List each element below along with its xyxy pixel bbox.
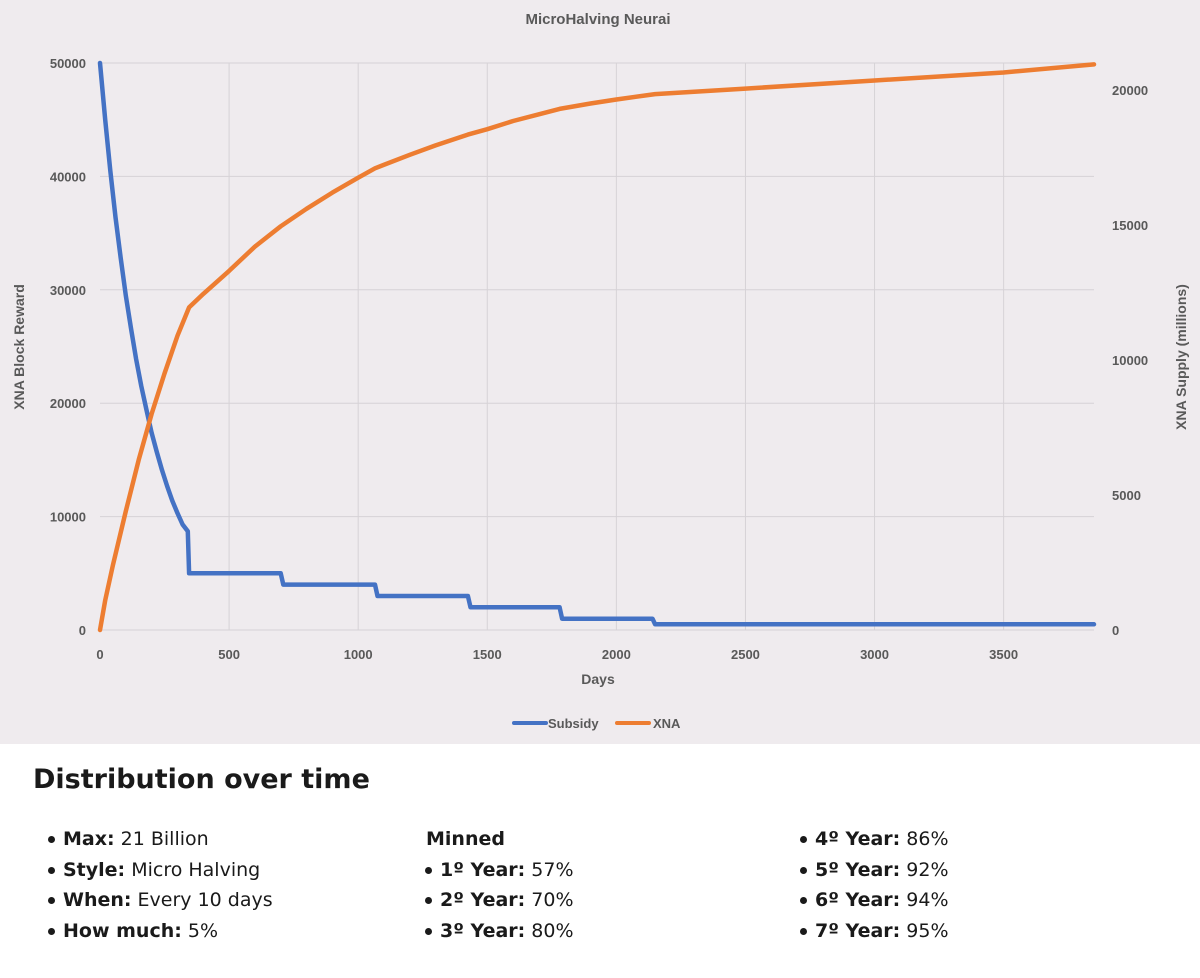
- distribution-column-1: Max: 21 Billion Style: Micro Halving Whe…: [33, 824, 273, 946]
- x-axis-ticks: 0 500 1000 1500 2000 2500 3000 3500: [96, 647, 1018, 662]
- y-right-tick-label: 5000: [1112, 488, 1141, 503]
- list-item: 7º Year: 95%: [785, 916, 949, 947]
- x-tick-label: 500: [218, 647, 240, 662]
- distribution-column-3: 4º Year: 86% 5º Year: 92% 6º Year: 94% 7…: [785, 824, 949, 946]
- list-item: How much: 5%: [33, 916, 273, 947]
- legend-label-xna: XNA: [653, 716, 681, 731]
- list-item: 1º Year: 57%: [410, 855, 574, 886]
- grid: [100, 62, 1094, 631]
- x-tick-label: 2000: [602, 647, 631, 662]
- x-tick-label: 1500: [473, 647, 502, 662]
- list-item: 3º Year: 80%: [410, 916, 574, 947]
- list-item: 4º Year: 86%: [785, 824, 949, 855]
- x-tick-label: 3500: [989, 647, 1018, 662]
- list-item: 6º Year: 94%: [785, 885, 949, 916]
- list-item: Style: Micro Halving: [33, 855, 273, 886]
- legend-label-subsidy: Subsidy: [548, 716, 599, 731]
- y-right-tick-label: 10000: [1112, 353, 1148, 368]
- list-item: Max: 21 Billion: [33, 824, 273, 855]
- y-left-tick-label: 40000: [50, 169, 86, 184]
- x-tick-label: 1000: [344, 647, 373, 662]
- y-right-tick-label: 15000: [1112, 218, 1148, 233]
- legend: Subsidy XNA: [512, 716, 681, 731]
- distribution-title: Distribution over time: [33, 764, 370, 795]
- series-line-xna: [97, 62, 1097, 633]
- chart-panel: MicroHalving Neurai 0 500 1000 1500 2000 2500…: [0, 0, 1200, 744]
- list-item: 5º Year: 92%: [785, 855, 949, 886]
- list-item: 2º Year: 70%: [410, 885, 574, 916]
- y-right-axis-ticks: 0 5000 10000 15000 20000: [1112, 83, 1148, 638]
- y-left-tick-label: 10000: [50, 510, 86, 525]
- series-line-subsidy: [97, 60, 1097, 627]
- x-tick-label: 2500: [731, 647, 760, 662]
- minned-heading: Minned: [426, 828, 505, 850]
- y-right-tick-label: 0: [1112, 623, 1119, 638]
- y-left-axis-ticks: 0 10000 20000 30000 40000 50000: [50, 56, 86, 638]
- y-left-tick-label: 0: [79, 623, 86, 638]
- series-lines: [97, 60, 1097, 633]
- y-left-tick-label: 30000: [50, 283, 86, 298]
- y-right-tick-label: 20000: [1112, 83, 1148, 98]
- y-left-tick-label: 20000: [50, 396, 86, 411]
- distribution-column-2: Minned 1º Year: 57% 2º Year: 70% 3º Year…: [410, 824, 574, 946]
- y-left-tick-label: 50000: [50, 56, 86, 71]
- y-left-axis-label: XNA Block Reward: [11, 284, 27, 410]
- x-tick-label: 0: [96, 647, 103, 662]
- x-axis-label: Days: [581, 671, 615, 687]
- list-item: When: Every 10 days: [33, 885, 273, 916]
- chart-title: MicroHalving Neurai: [525, 11, 670, 28]
- x-tick-label: 3000: [860, 647, 889, 662]
- distribution-section: Distribution over time Max: 21 Billion S…: [0, 744, 1200, 978]
- y-right-axis-label: XNA Supply (millions): [1173, 284, 1189, 430]
- chart: MicroHalving Neurai 0 500 1000 1500 2000 2500…: [11, 11, 1189, 731]
